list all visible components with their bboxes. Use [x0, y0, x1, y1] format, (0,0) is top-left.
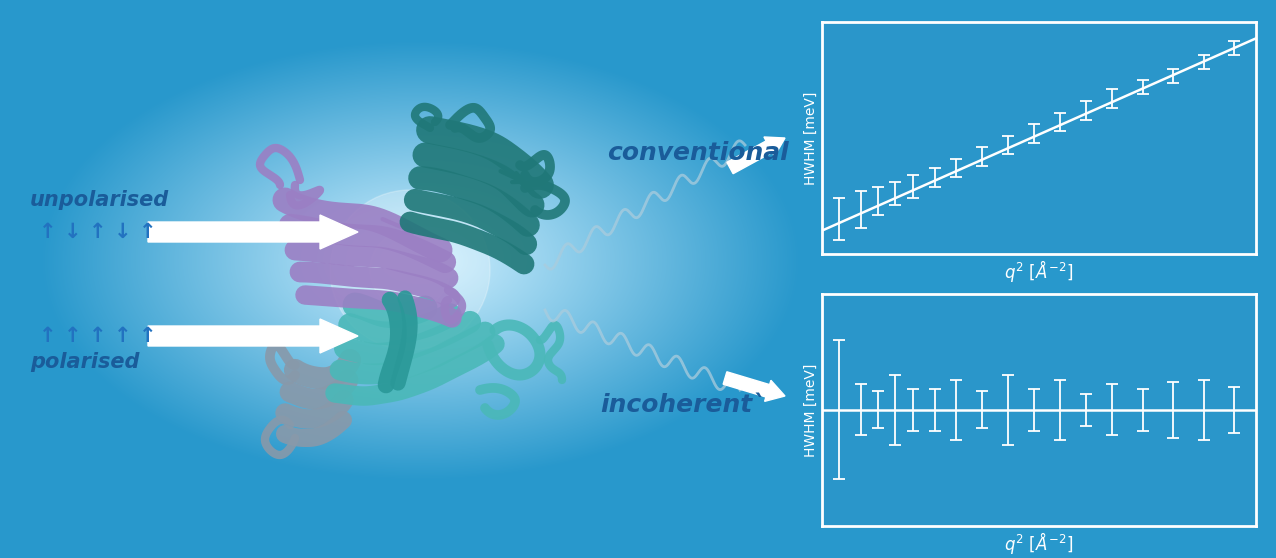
X-axis label: $q^2\ [\AA^{-2}]$: $q^2\ [\AA^{-2}]$ — [1004, 258, 1073, 284]
Text: ↑: ↑ — [139, 326, 157, 346]
Y-axis label: HWHM [meV]: HWHM [meV] — [804, 92, 818, 185]
Text: incoherent`: incoherent` — [600, 393, 764, 417]
Text: ↑: ↑ — [40, 222, 56, 242]
Y-axis label: HWHM [meV]: HWHM [meV] — [804, 363, 818, 456]
Text: polarised: polarised — [31, 352, 139, 372]
Text: ↑: ↑ — [64, 326, 82, 346]
Text: unpolarised: unpolarised — [31, 190, 170, 210]
FancyArrow shape — [148, 319, 359, 353]
Text: ↑: ↑ — [40, 326, 56, 346]
Text: ↑: ↑ — [115, 326, 131, 346]
Text: ↓: ↓ — [115, 222, 131, 242]
Text: ↑: ↑ — [89, 222, 107, 242]
Text: ↓: ↓ — [64, 222, 82, 242]
FancyArrow shape — [148, 215, 359, 249]
FancyArrow shape — [727, 137, 785, 174]
Circle shape — [370, 230, 450, 310]
Text: conventional: conventional — [607, 141, 789, 165]
Text: ↑: ↑ — [89, 326, 107, 346]
Text: ↑: ↑ — [139, 222, 157, 242]
Circle shape — [330, 190, 490, 350]
FancyArrow shape — [723, 372, 785, 401]
X-axis label: $q^2\ [\AA^{-2}]$: $q^2\ [\AA^{-2}]$ — [1004, 530, 1073, 556]
